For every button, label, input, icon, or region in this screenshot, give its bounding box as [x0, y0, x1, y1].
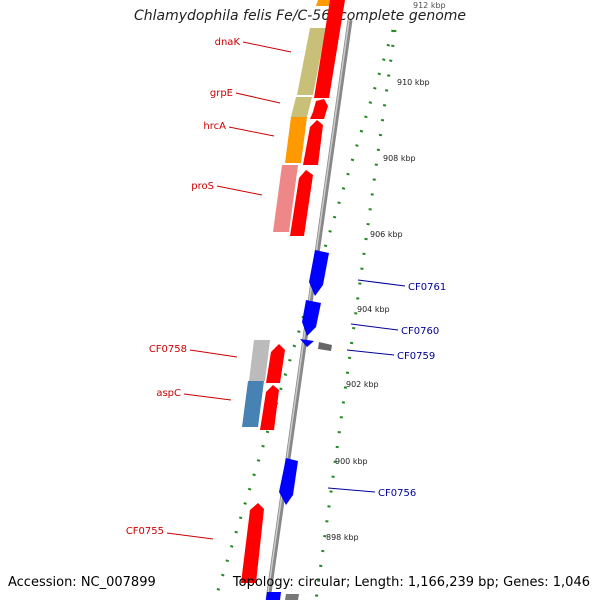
- gene-box-bottom-gray: [285, 594, 299, 600]
- cog-box-grpe: [291, 97, 312, 117]
- accession-text: Accession: NC_007899: [8, 575, 156, 590]
- gene-label-cf0755: CF0755: [126, 526, 164, 537]
- cog-box-dnak: [297, 28, 326, 95]
- gene-label-grpe: grpE: [210, 88, 233, 99]
- tick-label-912: 912 kbp: [413, 1, 446, 10]
- leader-cf0761: [357, 279, 406, 287]
- gene-label-cf0759: CF0759: [397, 351, 435, 362]
- inner-tick-ring: [314, 29, 397, 600]
- gene-arrow-cf0755: [241, 503, 264, 583]
- inner-ring-dots: [314, 29, 397, 600]
- forward-genes: [241, 0, 345, 583]
- topology-text: Topology: circular; Length: 1,166,239 bp…: [232, 575, 590, 590]
- tick-label-898: 898 kbp: [326, 533, 359, 542]
- gene-label-cf0761: CF0761: [408, 282, 446, 293]
- gene-arrow-cf0760: [302, 300, 321, 336]
- gene-label-aspc: aspC: [156, 388, 181, 399]
- tick-label-904: 904 kbp: [357, 305, 390, 314]
- leader-cf0758: [189, 349, 238, 358]
- leader-aspc: [183, 393, 232, 401]
- leader-cf0756: [327, 487, 376, 493]
- map-title: Chlamydophila felis Fe/C-56, complete ge…: [133, 8, 467, 24]
- cog-box-top: [316, 0, 332, 6]
- gene-label-cf0758: CF0758: [149, 344, 187, 355]
- tick-labels: 912 kbp 910 kbp 908 kbp 906 kbp 904 kbp …: [326, 1, 446, 542]
- leader-pros: [216, 185, 263, 196]
- gene-box-bottom: [266, 592, 281, 600]
- leader-hrca: [228, 126, 275, 137]
- cog-box-hrca: [285, 117, 307, 163]
- gene-labels: dnaK grpE hrcA proS CF0758 aspC CF0755 C…: [126, 37, 446, 537]
- gene-arrow-grpe: [310, 99, 328, 119]
- gene-label-pros: proS: [191, 181, 214, 192]
- gene-arrow-aspc: [260, 385, 279, 430]
- tick-label-900: 900 kbp: [335, 457, 368, 466]
- cog-box-cf0758: [249, 340, 270, 381]
- gene-arrow-cf0756: [279, 458, 298, 505]
- gene-arrow-cf0761: [309, 250, 329, 296]
- tick-label-908: 908 kbp: [383, 154, 416, 163]
- gene-label-hrca: hrcA: [203, 121, 226, 132]
- cog-boxes: [242, 0, 332, 427]
- gene-box-cf0759-gray: [318, 342, 332, 351]
- gene-label-cf0756: CF0756: [378, 488, 416, 499]
- gene-arrow-cf0758: [266, 344, 285, 383]
- tick-label-910: 910 kbp: [397, 78, 430, 87]
- leader-dnak: [242, 41, 292, 53]
- cog-box-aspc: [242, 381, 264, 427]
- tick-label-906: 906 kbp: [370, 230, 403, 239]
- gene-label-dnak: dnaK: [215, 37, 241, 48]
- reverse-genes: [266, 250, 332, 600]
- gene-arrow-hrca: [303, 120, 323, 165]
- tick-label-902: 902 kbp: [346, 380, 379, 389]
- leader-cf0760: [350, 323, 399, 331]
- leader-lines: [166, 41, 406, 540]
- gene-arrow-cf0759-small: [300, 339, 314, 347]
- cog-box-pros: [273, 165, 298, 232]
- leader-cf0755: [166, 532, 214, 540]
- gene-arrow-pros: [290, 170, 313, 236]
- leader-cf0759: [346, 349, 395, 356]
- leader-grpe: [235, 92, 281, 104]
- gene-label-cf0760: CF0760: [401, 326, 439, 337]
- gene-arrow-dnak: [314, 0, 345, 98]
